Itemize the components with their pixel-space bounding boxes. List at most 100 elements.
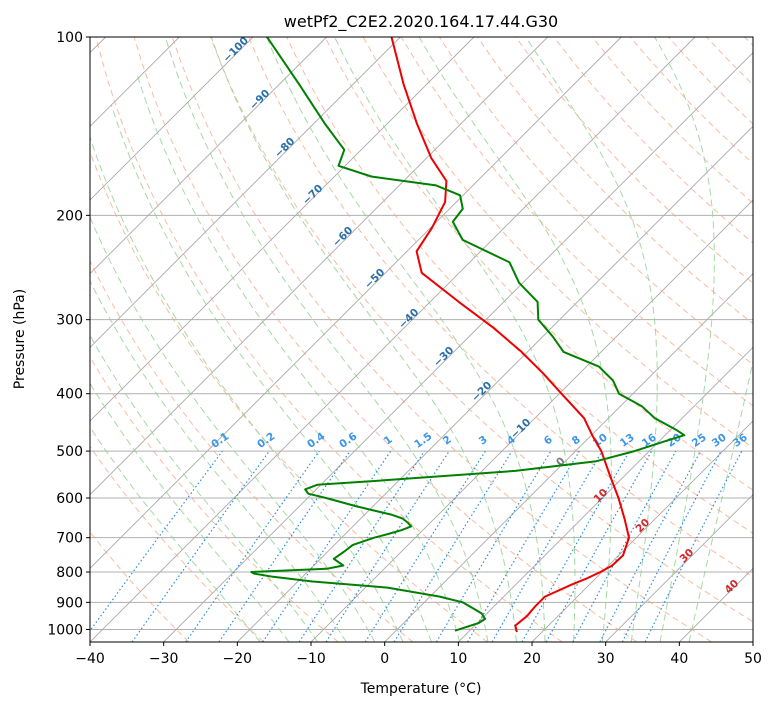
plot-area: 0.1 0.2 0.4 0.6 1 1.5 2 3 4 6 8 10 13 16 20 25 30 36−100−…: [90, 37, 753, 642]
mixing-ratio-line: [325, 450, 450, 642]
moist-adiabat-label: 40: [722, 577, 741, 596]
moist-adiabat-line: [90, 135, 404, 642]
mixing-ratio-label: 30: [710, 431, 729, 449]
moist-adiabat-line: [90, 334, 319, 642]
mixing-ratio-label: 0.4: [305, 430, 327, 451]
isotherm-line: [90, 37, 475, 422]
isopleth-labels: 0.1 0.2 0.4 0.6 1 1.5 2 3 4 6 8 10 13 16 20 25 30 36−100−…: [209, 37, 749, 596]
mixing-ratio-label: 0.6: [337, 430, 359, 451]
y-tick-label: 900: [56, 595, 83, 611]
dry-adiabat-line: [553, 37, 753, 244]
y-tick-label: 300: [56, 313, 83, 329]
isotherm-line: [531, 420, 753, 642]
x-tick-label: 40: [670, 651, 688, 667]
dry-adiabat-label: −20: [469, 379, 494, 404]
y-axis-ticks: 100 200 300 400 500 600 700 800 900 1000: [47, 30, 90, 638]
moist-adiabat-line: [266, 37, 546, 642]
moist-adiabat-line: [654, 37, 715, 642]
dry-adiabat-label: −80: [272, 135, 297, 160]
isotherm-line: [90, 37, 696, 642]
isotherm-line: [384, 273, 753, 642]
mixing-ratio-label: 25: [690, 431, 709, 449]
mixing-ratio-line: [185, 450, 320, 642]
isotherm-line: [679, 567, 753, 642]
y-tick-label: 400: [56, 387, 83, 403]
moist-adiabats: [90, 37, 753, 642]
y-tick-label: 500: [56, 444, 83, 460]
isotherm-line: [752, 641, 753, 642]
isotherm-line: [163, 52, 753, 642]
mixing-ratio-line: [572, 450, 677, 642]
mixing-ratio-line: [218, 450, 351, 642]
mixing-ratio-line: [131, 450, 270, 642]
x-tick-label: 0: [380, 651, 389, 667]
chart-title: wetPf2_C2E2.2020.164.17.44.G30: [284, 12, 558, 32]
dry-adiabat-line: [324, 37, 753, 491]
moist-adiabat-line: [525, 37, 658, 642]
mixing-ratio-label: 2: [441, 434, 454, 448]
isobar-gridlines: [90, 37, 753, 630]
x-tick-label: −30: [149, 651, 179, 667]
dry-adiabat-line: [744, 37, 753, 47]
dry-adiabat-line: [90, 259, 414, 642]
mixing-ratio-line: [545, 450, 653, 642]
dry-adiabat-line: [248, 37, 753, 578]
x-tick-label: −10: [296, 651, 326, 667]
dry-adiabat-line: [95, 37, 563, 642]
isotherm-line: [90, 37, 254, 201]
isotherm-line: [90, 37, 548, 496]
moist-adiabat-line: [418, 37, 613, 642]
moist-adiabat-label: 30: [677, 546, 696, 565]
mixing-ratio-line: [90, 450, 223, 632]
mixing-ratio-line: [466, 450, 580, 642]
mixing-ratio-label: 3: [477, 434, 490, 448]
mixing-ratio-lines: [90, 450, 743, 642]
moist-adiabat-line: [90, 279, 347, 642]
isotherm-line: [458, 346, 753, 642]
isotherm-line: [237, 125, 753, 642]
dry-adiabat-line: [477, 37, 753, 325]
mixing-ratio-label: 13: [618, 431, 637, 449]
dry-adiabat-line: [706, 37, 753, 86]
dry-adiabat-label: −30: [431, 344, 456, 369]
mixing-ratio-label: 0.1: [209, 430, 231, 451]
x-axis-ticks: −40 −30 −20 −10 0 10 20 30 40 50: [75, 642, 762, 667]
dry-adiabat-line: [286, 37, 753, 534]
dry-adiabat-line: [90, 531, 190, 642]
y-tick-label: 600: [56, 491, 83, 507]
mixing-ratio-label: 6: [542, 434, 555, 448]
mixing-ratio-line: [644, 450, 743, 642]
mixing-ratio-line: [599, 450, 702, 642]
mixing-ratio-label: 10: [591, 431, 610, 449]
moist-adiabat-line: [136, 72, 461, 642]
x-tick-label: −20: [223, 651, 253, 667]
moist-adiabat-line: [90, 382, 290, 642]
moist-adiabat-line: [334, 37, 576, 642]
x-tick-label: 50: [744, 651, 762, 667]
dry-adiabat-label: −70: [300, 182, 325, 207]
y-tick-label: 1000: [47, 622, 83, 638]
y-tick-label: 700: [56, 531, 83, 547]
isotherm-gridlines: [90, 37, 753, 642]
moist-adiabat-line: [110, 104, 432, 642]
dry-adiabat-line: [133, 37, 638, 642]
isotherm-line: [605, 494, 753, 642]
dry-adiabat-label: −40: [396, 306, 421, 331]
x-tick-label: 10: [449, 651, 467, 667]
sounding-profiles: [250, 37, 686, 633]
mixing-ratio-line: [298, 450, 425, 642]
dewpoint-profile: [250, 37, 686, 632]
dry-adiabat-line: [90, 356, 339, 642]
x-tick-label: 30: [597, 651, 615, 667]
mixing-ratio-line: [435, 450, 552, 642]
moist-adiabat-label: 10: [591, 486, 610, 505]
isotherm-line: [90, 37, 401, 348]
moist-adiabat-label: 20: [633, 516, 652, 535]
temperature-profile: [390, 37, 630, 633]
mixing-ratio-label: 1: [382, 434, 395, 448]
mixing-ratio-line: [393, 450, 513, 642]
dry-adiabat-label: −10: [508, 416, 533, 441]
x-tick-label: −40: [75, 651, 105, 667]
dry-adiabat-line: [171, 37, 712, 642]
isotherm-line: [90, 37, 622, 569]
